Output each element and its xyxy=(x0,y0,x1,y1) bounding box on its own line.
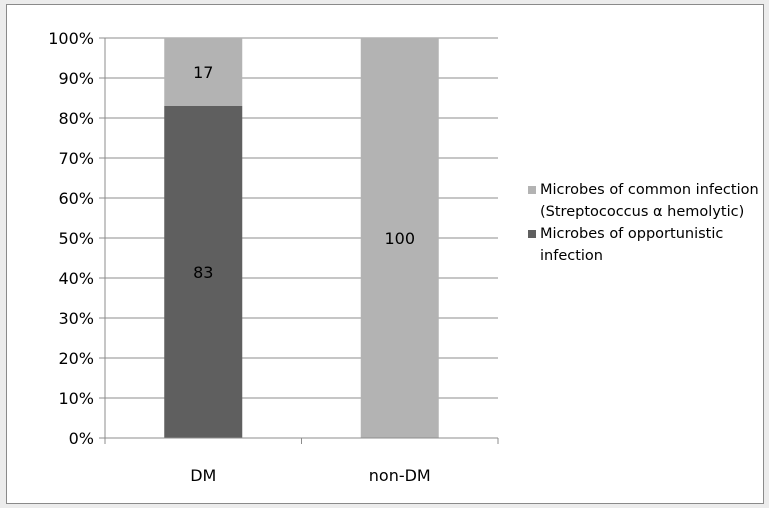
y-tick-label: 60% xyxy=(58,189,94,208)
y-tick-label: 50% xyxy=(58,229,94,248)
legend-item-common-infection: Microbes of common infection (Streptococ… xyxy=(528,179,763,223)
legend-label-common-infection: Microbes of common infection (Streptococ… xyxy=(540,182,759,220)
y-tick-label: 100% xyxy=(48,29,94,48)
legend-label-opportunistic-infection: Microbes of opportunistic infection xyxy=(540,226,724,264)
legend-swatch-common-infection xyxy=(528,186,536,194)
y-tick-label: 70% xyxy=(58,149,94,168)
y-tick-label: 0% xyxy=(69,429,94,448)
y-tick-label: 30% xyxy=(58,309,94,328)
legend-item-opportunistic-infection: Microbes of opportunistic infection xyxy=(528,223,763,267)
bar-segment xyxy=(360,38,439,438)
y-tick-label: 80% xyxy=(58,109,94,128)
y-tick-label: 90% xyxy=(58,69,94,88)
legend: Microbes of common infection (Streptococ… xyxy=(528,179,763,267)
x-category-label: DM xyxy=(190,466,216,485)
data-label: 100 xyxy=(384,229,415,248)
bar-segment xyxy=(164,38,243,106)
legend-swatch-opportunistic-infection xyxy=(528,230,536,238)
data-label: 83 xyxy=(193,263,213,282)
y-tick-label: 20% xyxy=(58,349,94,368)
y-tick-label: 10% xyxy=(58,389,94,408)
y-tick-label: 40% xyxy=(58,269,94,288)
data-label: 17 xyxy=(193,63,213,82)
bar-segment xyxy=(164,106,243,438)
x-category-label: non-DM xyxy=(369,466,431,485)
